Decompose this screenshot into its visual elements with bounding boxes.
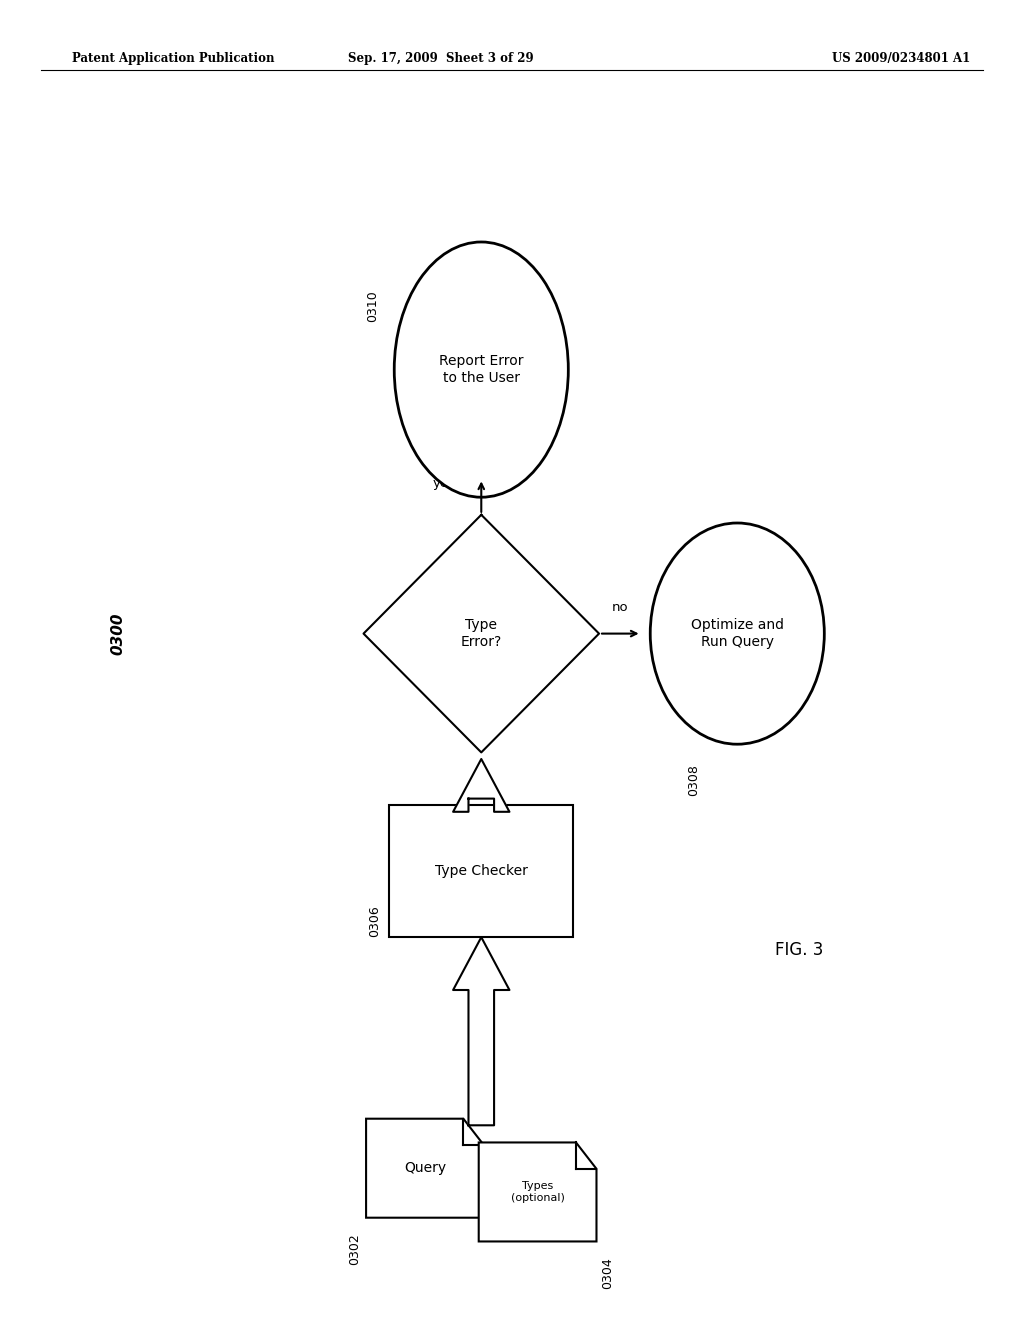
Text: 0302: 0302 xyxy=(348,1233,360,1266)
Text: Types
(optional): Types (optional) xyxy=(511,1181,564,1203)
Text: no: no xyxy=(612,601,629,614)
Text: yes: yes xyxy=(433,477,456,490)
Text: Patent Application Publication: Patent Application Publication xyxy=(72,51,274,65)
Ellipse shape xyxy=(650,523,824,744)
Text: Type Checker: Type Checker xyxy=(435,865,527,878)
Polygon shape xyxy=(364,515,599,752)
Text: 0308: 0308 xyxy=(687,764,700,796)
Text: Optimize and
Run Query: Optimize and Run Query xyxy=(691,619,783,648)
Polygon shape xyxy=(453,937,510,1125)
Polygon shape xyxy=(453,759,510,812)
Text: Query: Query xyxy=(403,1162,446,1175)
Text: 0300: 0300 xyxy=(111,612,125,655)
Text: Type
Error?: Type Error? xyxy=(461,619,502,648)
Text: Report Error
to the User: Report Error to the User xyxy=(439,355,523,384)
Text: Sep. 17, 2009  Sheet 3 of 29: Sep. 17, 2009 Sheet 3 of 29 xyxy=(347,51,534,65)
Text: 0310: 0310 xyxy=(366,290,379,322)
Bar xyxy=(389,805,573,937)
Text: US 2009/0234801 A1: US 2009/0234801 A1 xyxy=(831,51,971,65)
Polygon shape xyxy=(479,1142,596,1241)
Text: 0304: 0304 xyxy=(602,1257,614,1290)
Text: FIG. 3: FIG. 3 xyxy=(774,941,823,960)
Ellipse shape xyxy=(394,242,568,498)
Text: 0306: 0306 xyxy=(368,906,381,937)
Polygon shape xyxy=(367,1119,483,1217)
